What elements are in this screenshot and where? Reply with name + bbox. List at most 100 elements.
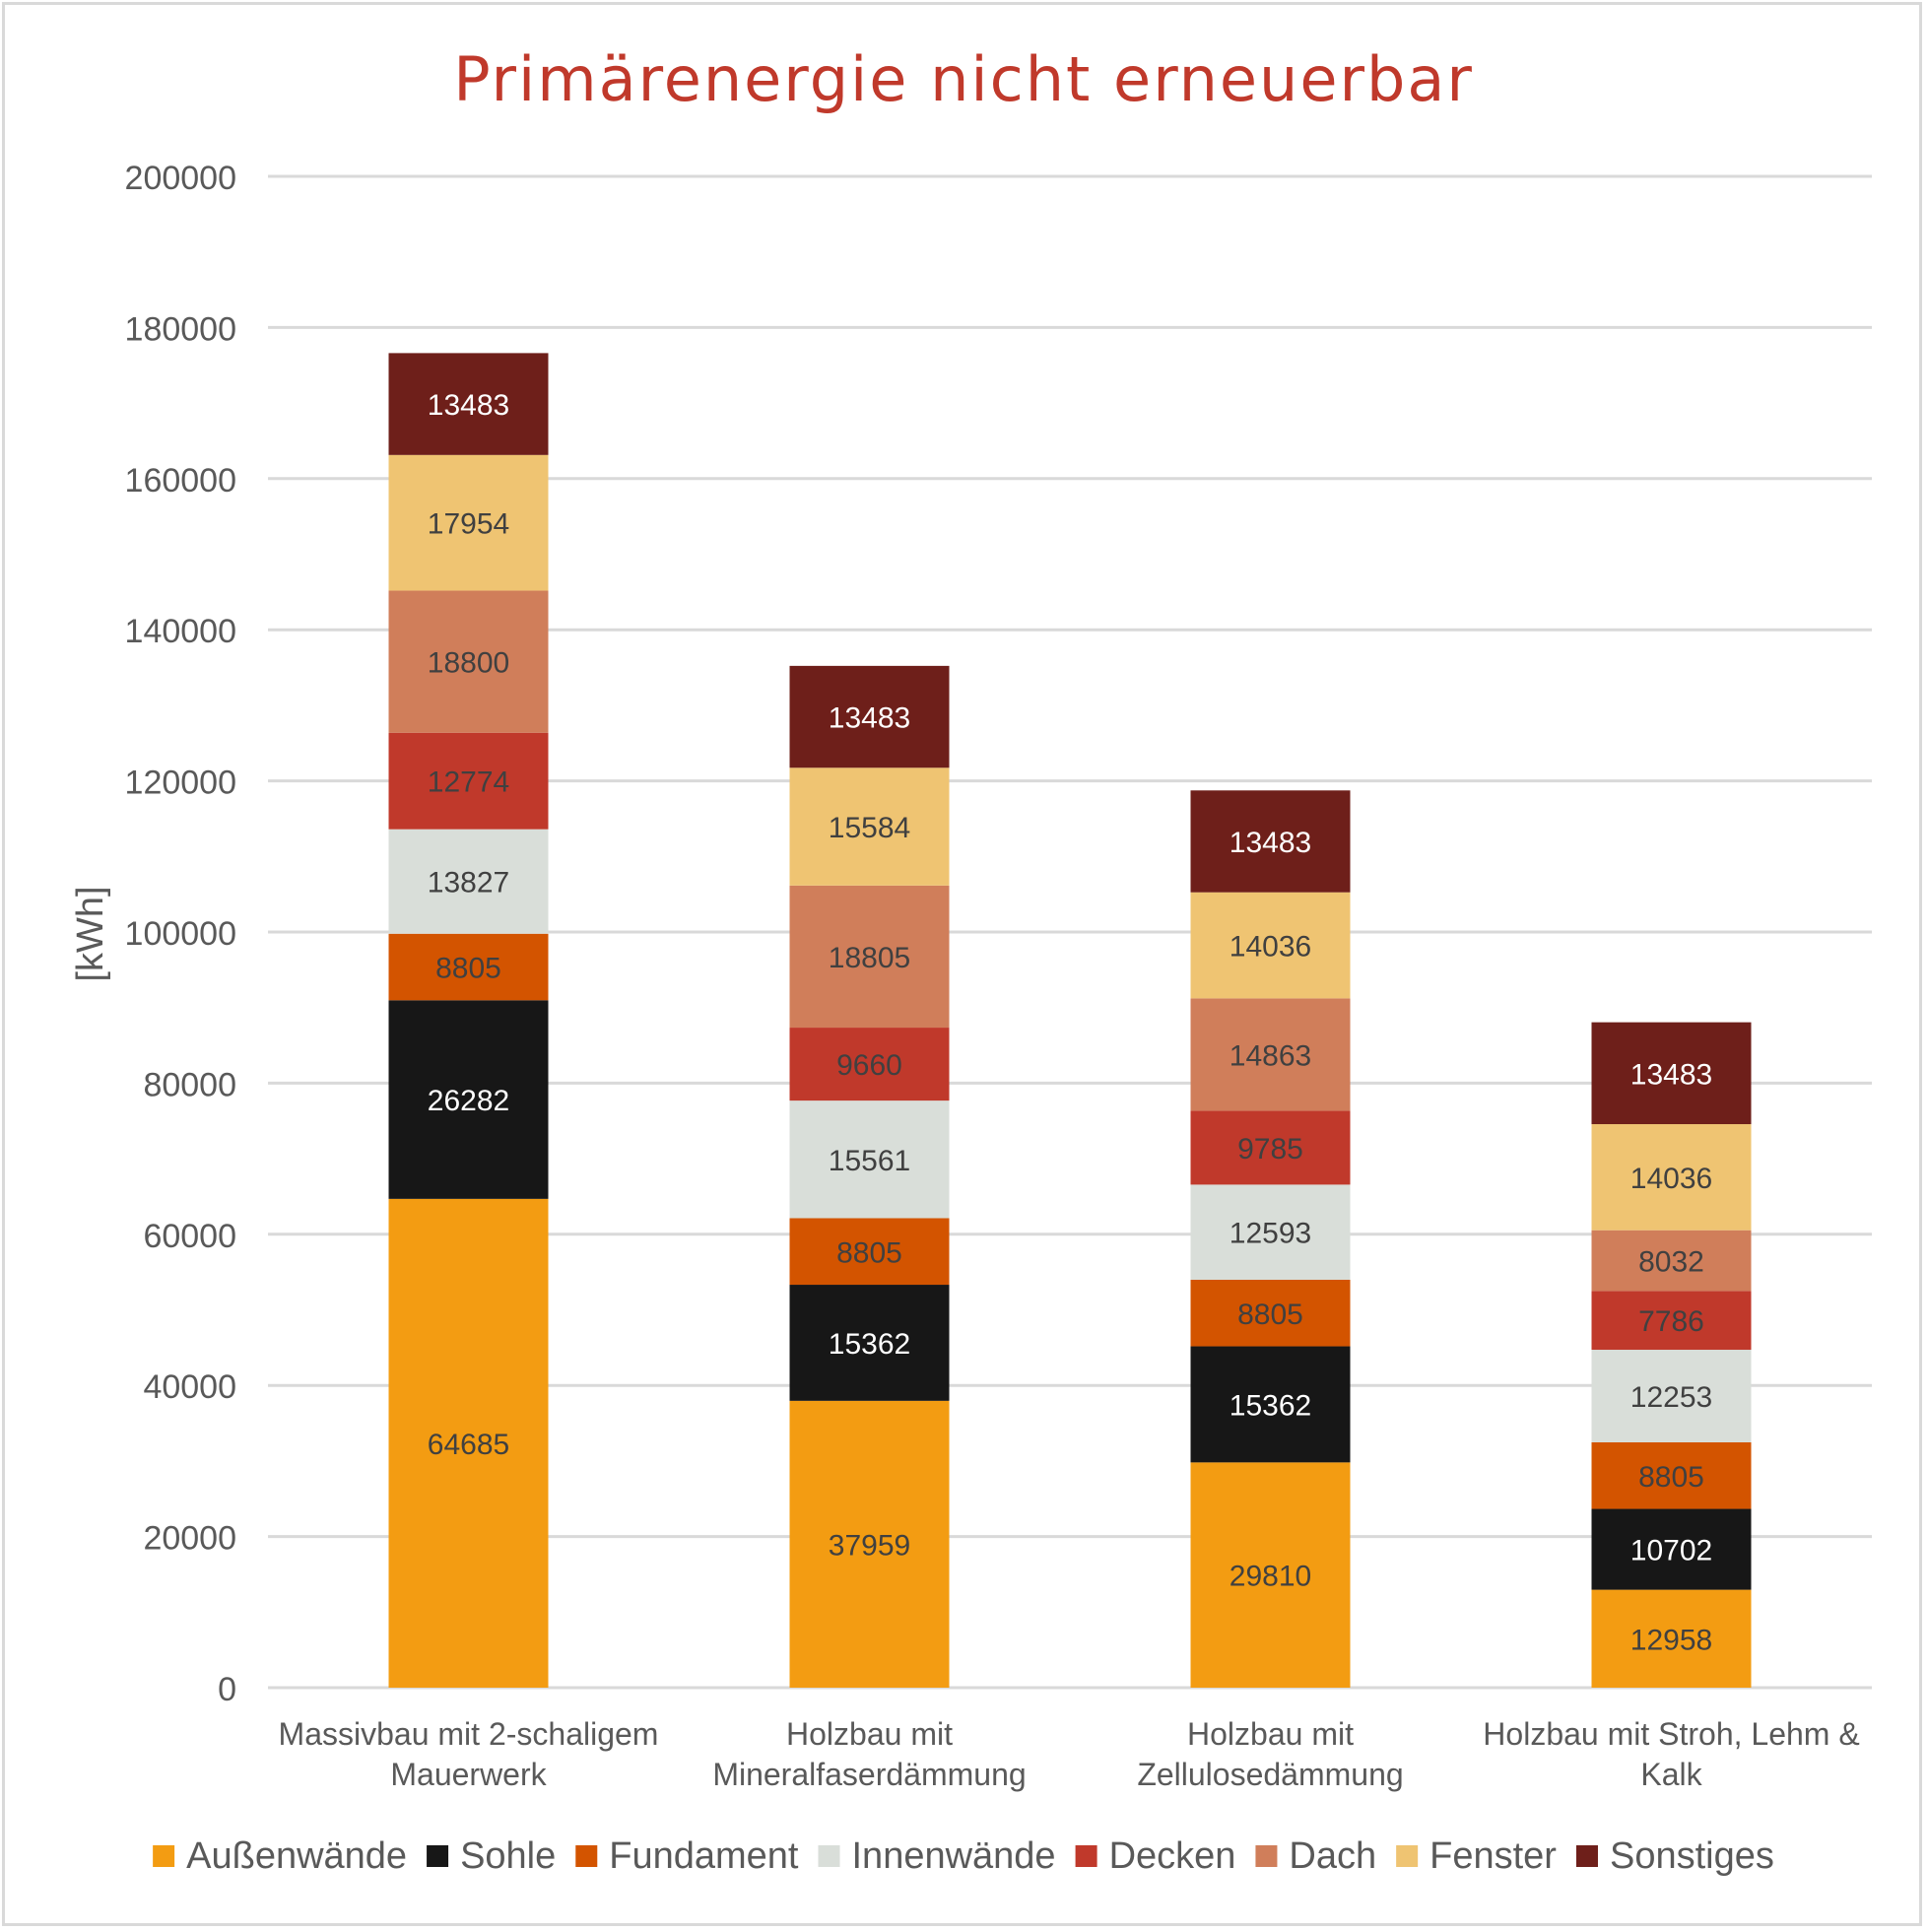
data-label: 15561 — [829, 1145, 910, 1177]
data-label: 17954 — [428, 508, 509, 541]
bar-segment-sohle — [1591, 1508, 1752, 1590]
x-tick-label: Holzbau mit — [1187, 1716, 1354, 1752]
data-label: 13483 — [1630, 1058, 1712, 1091]
data-label: 12958 — [1630, 1624, 1712, 1656]
category-labels: Massivbau mit 2-schaligem Mauerwerk Holzba… — [279, 1716, 1860, 1792]
legend-swatch — [153, 1845, 175, 1867]
legend-item-fundament[interactable]: Fundament — [575, 1835, 799, 1877]
x-tick-label: Zellulosedämmung — [1137, 1757, 1403, 1792]
data-label: 29810 — [1230, 1561, 1311, 1593]
data-label: 8805 — [836, 1236, 902, 1269]
legend-item-sonstiges[interactable]: Sonstiges — [1575, 1835, 1774, 1877]
bar-segment-decken — [1190, 1110, 1351, 1185]
data-label: 12253 — [1630, 1381, 1712, 1414]
y-axis-title: [kWh] — [70, 886, 111, 981]
legend-label: Sonstiges — [1610, 1835, 1774, 1877]
x-tick-label: Mauerwerk — [390, 1757, 547, 1792]
y-tick-label: 60000 — [143, 1218, 236, 1255]
bar-segment-außenwände — [388, 1198, 549, 1688]
legend-label: Außenwände — [186, 1835, 407, 1877]
data-label: 14036 — [1230, 931, 1311, 964]
legend: Außenwände Sohle Fundament Innenwände Decken… — [153, 1835, 1774, 1877]
bar-segment-innenwände — [388, 829, 549, 934]
bar-segment-dach — [789, 885, 950, 1029]
bar-segment-sohle — [1190, 1346, 1351, 1463]
x-tick-label: Holzbau mit Stroh, Lehm & — [1483, 1716, 1859, 1752]
bar-segment-innenwände — [1591, 1350, 1752, 1442]
data-label: 12593 — [1230, 1218, 1311, 1250]
bar-segment-fundament — [1190, 1279, 1351, 1347]
bar-segment-fenster — [1190, 892, 1351, 999]
data-label: 8805 — [435, 953, 501, 985]
legend-swatch — [427, 1845, 449, 1867]
bar-segment-innenwände — [789, 1100, 950, 1219]
bar-segment-sohle — [789, 1285, 950, 1401]
legend-swatch — [575, 1845, 598, 1867]
data-label: 64685 — [428, 1429, 509, 1461]
legend-label: Fenster — [1429, 1835, 1557, 1877]
y-tick-label: 0 — [218, 1671, 236, 1708]
legend-item-innenwände[interactable]: Innenwände — [818, 1835, 1056, 1877]
legend-swatch — [1396, 1845, 1419, 1867]
data-label: 10702 — [1630, 1535, 1712, 1567]
data-label: 15362 — [1230, 1389, 1311, 1422]
data-label: 7786 — [1638, 1305, 1704, 1338]
data-label: 14036 — [1630, 1163, 1712, 1195]
y-axis-ticks: 0 20000 40000 60000 80000 100000 120000 140000 1… — [125, 160, 236, 1708]
bar-stack: 64685 26282 8805 13827 12774 18800 17954 13483 — [388, 353, 549, 1688]
legend-swatch — [1075, 1845, 1097, 1867]
bar-segment-fundament — [789, 1218, 950, 1286]
legend-label: Decken — [1109, 1835, 1236, 1877]
legend-item-sohle[interactable]: Sohle — [427, 1835, 556, 1877]
x-tick-label: Mineralfaserdämmung — [712, 1757, 1026, 1792]
data-label: 37959 — [829, 1529, 910, 1562]
legend-label: Dach — [1289, 1835, 1376, 1877]
legend-item-decken[interactable]: Decken — [1075, 1835, 1236, 1877]
bar-segment-dach — [388, 590, 549, 733]
bar-segment-fenster — [789, 767, 950, 886]
data-label: 15362 — [829, 1328, 910, 1361]
x-tick-label: Holzbau mit — [786, 1716, 953, 1752]
bar-segment-sohle — [388, 1000, 549, 1199]
bar-stack: 29810 15362 8805 12593 9785 14863 14036 13483 — [1190, 790, 1351, 1688]
data-label: 18805 — [829, 942, 910, 974]
bar-segment-innenwände — [1190, 1184, 1351, 1280]
legend-item-dach[interactable]: Dach — [1255, 1835, 1376, 1877]
bars: 6468526282880513827127741880017954134833… — [388, 353, 1752, 1688]
data-label: 9660 — [836, 1049, 902, 1082]
chart-title: Primärenergie nicht erneuerbar — [453, 43, 1474, 115]
legend-label: Fundament — [609, 1835, 799, 1877]
bar-segment-außenwände — [789, 1400, 950, 1688]
data-label: 8805 — [1237, 1299, 1303, 1331]
bar-segment-fenster — [1591, 1124, 1752, 1231]
bar-stack: 12958 10702 8805 12253 7786 8032 14036 13483 — [1591, 1022, 1752, 1688]
legend-item-außenwände[interactable]: Außenwände — [153, 1835, 407, 1877]
x-tick-label: Kalk — [1640, 1757, 1702, 1792]
bar-segment-decken — [1591, 1291, 1752, 1351]
bar-segment-fundament — [1591, 1441, 1752, 1509]
data-label: 18800 — [428, 647, 509, 680]
legend-label: Sohle — [460, 1835, 556, 1877]
bar-segment-decken — [388, 732, 549, 830]
y-tick-label: 160000 — [125, 462, 236, 500]
bar-stack: 37959 15362 8805 15561 9660 18805 15584 13483 — [789, 665, 950, 1688]
x-tick-label: Massivbau mit 2-schaligem — [279, 1716, 659, 1752]
data-label: 14863 — [1230, 1039, 1311, 1072]
data-label: 13483 — [829, 702, 910, 735]
data-label: 13483 — [1230, 827, 1311, 859]
bar-segment-dach — [1190, 998, 1351, 1111]
y-tick-label: 180000 — [125, 310, 236, 348]
data-label: 12774 — [428, 766, 509, 799]
data-label: 9785 — [1237, 1133, 1303, 1166]
bar-segment-sonstiges — [789, 665, 950, 768]
bar-segment-dach — [1591, 1230, 1752, 1292]
legend-swatch — [1575, 1845, 1598, 1867]
y-tick-label: 100000 — [125, 915, 236, 953]
y-tick-label: 200000 — [125, 160, 236, 197]
legend-swatch — [1255, 1845, 1278, 1867]
y-tick-label: 20000 — [143, 1520, 236, 1558]
data-label: 26282 — [428, 1085, 509, 1117]
bar-segment-sonstiges — [388, 353, 549, 455]
legend-item-fenster[interactable]: Fenster — [1396, 1835, 1557, 1877]
legend-label: Innenwände — [852, 1835, 1056, 1877]
